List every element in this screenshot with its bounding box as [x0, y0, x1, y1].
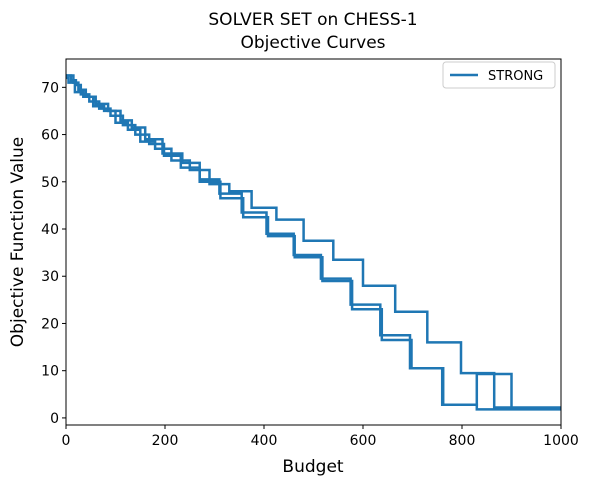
x-tick-label: 0: [62, 433, 71, 449]
y-tick-label: 20: [41, 316, 59, 332]
y-axis-label: Objective Function Value: [8, 137, 28, 347]
legend-box: [442, 61, 556, 89]
y-tick-label: 60: [41, 128, 59, 144]
y-tick-label: 50: [41, 175, 59, 191]
x-tick-label: 200: [152, 433, 179, 449]
x-axis-ticks: 0 200 400 600 800 1000: [62, 425, 579, 449]
x-axis-label: Budget: [282, 457, 343, 477]
y-axis-ticks: 0 10 20 30 40 50 60 70: [41, 80, 66, 427]
series-layer: [66, 74, 561, 411]
y-tick-label: 10: [41, 364, 59, 380]
x-tick-label: 400: [251, 433, 278, 449]
chart-title: SOLVER SET on CHESS-1: [208, 10, 417, 30]
series-line-strong-3: [66, 76, 561, 409]
y-tick-label: 40: [41, 222, 59, 238]
y-tick-label: 70: [41, 80, 59, 96]
plot-frame: [65, 58, 562, 426]
legend-label-strong: STRONG: [488, 69, 543, 84]
x-tick-label: 1000: [543, 433, 579, 449]
x-tick-label: 600: [350, 433, 377, 449]
x-tick-label: 800: [449, 433, 476, 449]
series-line-strong-1: [66, 74, 561, 411]
y-tick-label: 30: [41, 269, 59, 285]
y-tick-label: 0: [50, 411, 59, 427]
chart-subtitle: Objective Curves: [240, 33, 385, 53]
legend: STRONG: [442, 61, 556, 89]
